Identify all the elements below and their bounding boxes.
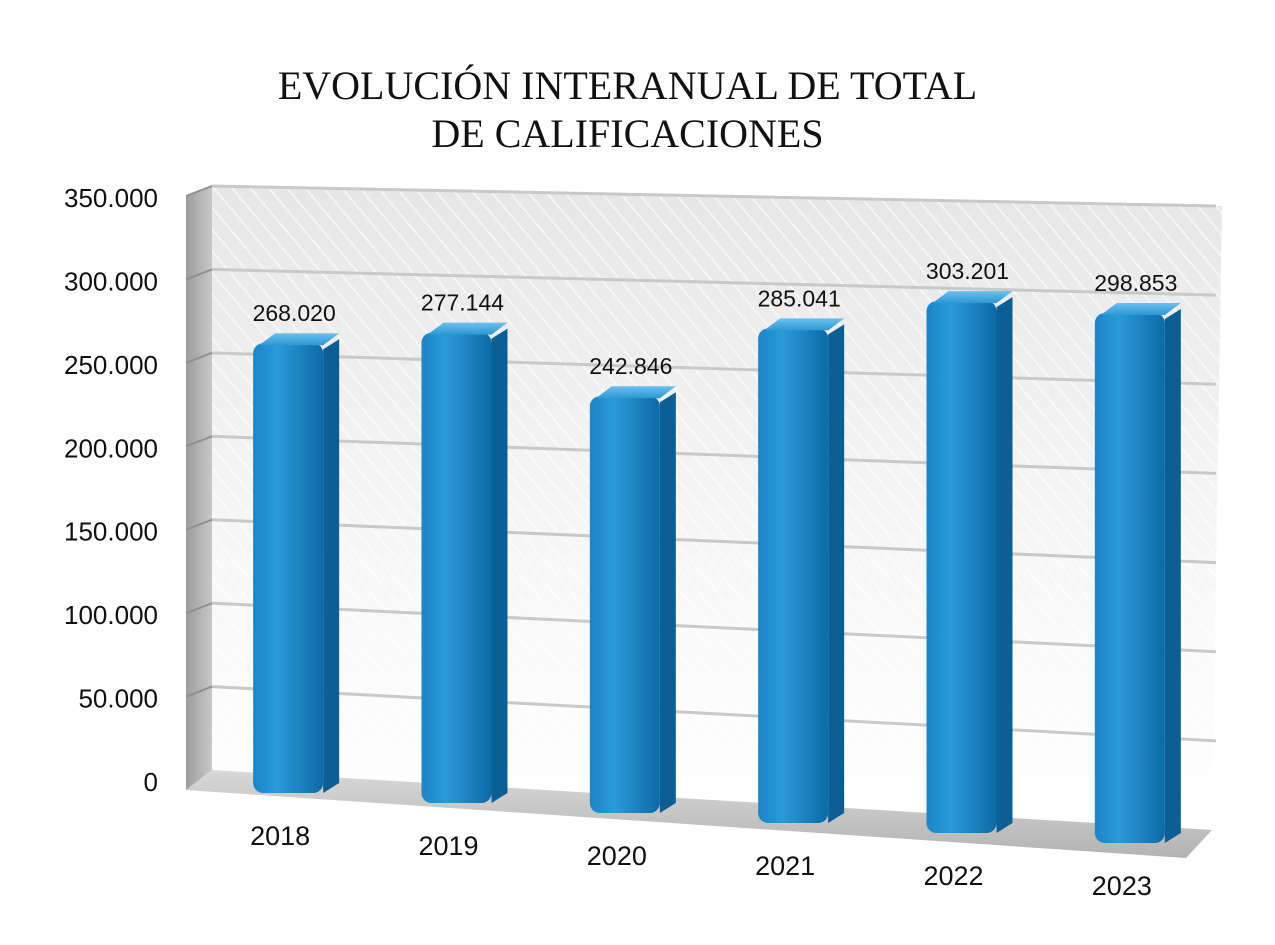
bar-side bbox=[491, 328, 508, 803]
gridline bbox=[211, 351, 1217, 386]
data-label: 298.853 bbox=[1094, 270, 1177, 296]
x-axis: 2018 2019 2020 2021 2022 2023 bbox=[250, 821, 1152, 901]
bar-front bbox=[253, 343, 324, 793]
bar-side bbox=[323, 339, 340, 793]
gridline-side bbox=[185, 185, 213, 197]
data-labels: 268.020 277.144 242.846 285.041 303.201 298.8… bbox=[253, 258, 1178, 379]
bar bbox=[1094, 303, 1181, 843]
side-wall bbox=[186, 186, 212, 790]
x-tick-label: 2023 bbox=[1092, 871, 1152, 901]
gridline-side bbox=[185, 685, 213, 698]
bar-side bbox=[996, 297, 1013, 833]
y-tick-label: 350.000 bbox=[64, 183, 158, 213]
gridline bbox=[211, 267, 1217, 297]
x-tick-label: 2018 bbox=[250, 821, 310, 851]
gridlines bbox=[185, 184, 1217, 743]
bar-side bbox=[1164, 309, 1181, 843]
x-tick-label: 2022 bbox=[923, 861, 983, 891]
bar-top bbox=[259, 333, 340, 346]
data-label: 285.041 bbox=[758, 285, 841, 311]
bar bbox=[421, 322, 508, 803]
y-tick-label: 250.000 bbox=[64, 350, 158, 380]
x-tick-label: 2020 bbox=[587, 841, 647, 871]
gridline bbox=[211, 518, 1217, 565]
gridline-side bbox=[185, 435, 213, 448]
gridline-side bbox=[185, 602, 213, 615]
y-tick-label: 0 bbox=[144, 767, 158, 797]
y-tick-label: 150.000 bbox=[64, 517, 158, 547]
bar-top bbox=[1100, 303, 1181, 316]
chart-title-line-2: DE CALIFICACIONES bbox=[431, 111, 824, 156]
chart-title: EVOLUCIÓN INTERANUAL DE TOTAL DE CALIFIC… bbox=[0, 62, 1255, 158]
gridline bbox=[211, 434, 1217, 475]
bar-top bbox=[764, 318, 845, 331]
chart-walls bbox=[186, 186, 1222, 858]
y-tick-label: 300.000 bbox=[64, 266, 158, 296]
x-tick-label: 2019 bbox=[418, 831, 478, 861]
gridline-side bbox=[185, 351, 213, 364]
bar-top bbox=[595, 386, 676, 399]
y-tick-label: 200.000 bbox=[64, 433, 158, 463]
gridline bbox=[211, 184, 1217, 208]
data-label: 242.846 bbox=[589, 353, 672, 379]
data-label: 277.144 bbox=[421, 290, 504, 316]
bar bbox=[589, 386, 676, 813]
bar-side bbox=[659, 392, 676, 813]
y-tick-label: 100.000 bbox=[64, 600, 158, 630]
gridline bbox=[211, 685, 1217, 743]
bar-side bbox=[828, 324, 845, 823]
bar-top bbox=[427, 322, 508, 335]
bar-front bbox=[421, 332, 492, 803]
gridline-side bbox=[185, 518, 213, 531]
bars bbox=[253, 291, 1181, 843]
bar bbox=[926, 291, 1013, 833]
x-tick-label: 2021 bbox=[755, 851, 815, 881]
bar bbox=[253, 333, 340, 793]
data-label: 303.201 bbox=[926, 258, 1009, 284]
bar-top bbox=[932, 291, 1013, 304]
chart-title-line-1: EVOLUCIÓN INTERANUAL DE TOTAL bbox=[277, 63, 978, 108]
bar-front bbox=[758, 328, 829, 823]
gridline bbox=[211, 601, 1217, 654]
y-tick-label: 50.000 bbox=[78, 684, 158, 714]
data-label: 268.020 bbox=[253, 300, 336, 326]
bar-front bbox=[926, 301, 997, 833]
bar bbox=[758, 318, 845, 823]
bar-front bbox=[589, 396, 660, 813]
y-axis: 0 50.000 100.000 150.000 200.000 250.000 300.0… bbox=[64, 183, 158, 797]
bar-front bbox=[1094, 313, 1165, 843]
gridline-side bbox=[185, 268, 213, 281]
